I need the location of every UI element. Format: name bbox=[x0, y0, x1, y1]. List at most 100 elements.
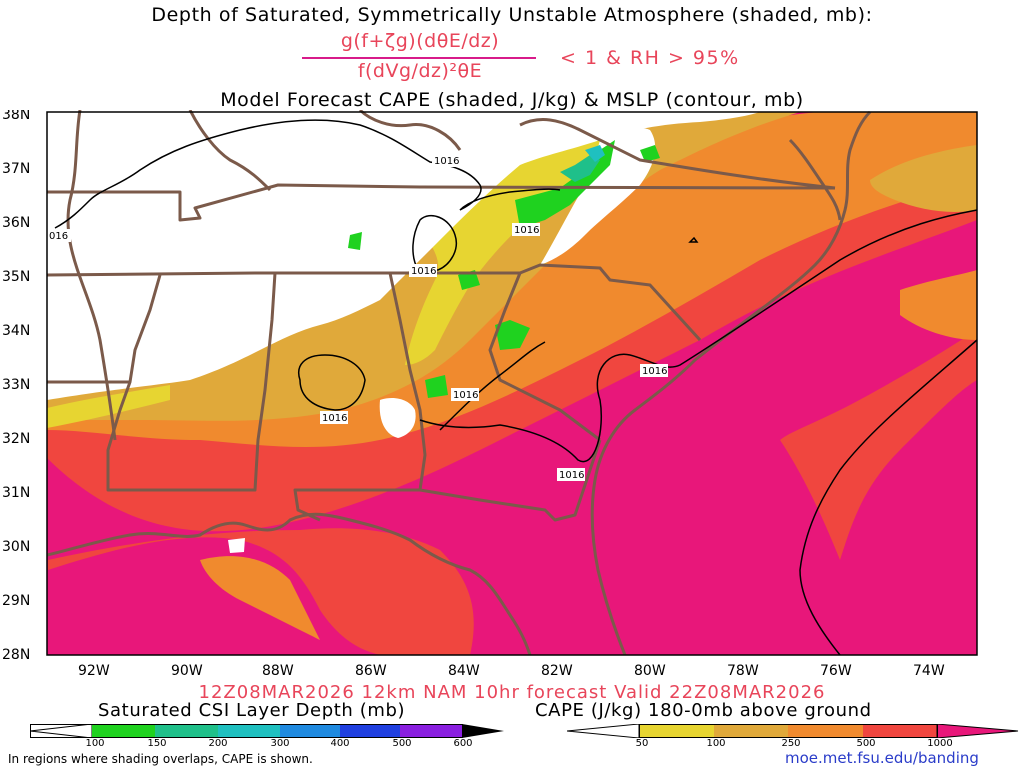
contour-label: 1016 bbox=[409, 264, 437, 277]
csi-patch-8 bbox=[458, 270, 480, 290]
lat-label: 32N bbox=[2, 431, 30, 447]
border-ga-sc bbox=[488, 272, 601, 442]
contour-label-text: 1016 bbox=[322, 413, 347, 424]
contour-label: 1016 bbox=[512, 223, 540, 236]
lon-label: 92W bbox=[78, 663, 110, 679]
border-al bbox=[293, 272, 427, 522]
csi-tick-label: 200 bbox=[208, 738, 228, 749]
border-wv bbox=[358, 110, 462, 151]
csi-swatch bbox=[92, 724, 155, 738]
fraction-bar bbox=[302, 57, 536, 59]
criteria-text: < 1 & RH > 95% bbox=[560, 47, 740, 69]
csi-patch-1 bbox=[515, 140, 615, 228]
csi-swatch-white bbox=[30, 724, 93, 738]
csi-tick-label: 500 bbox=[392, 738, 412, 749]
cape-legend-title: CAPE (J/kg) 180-0mb above ground bbox=[535, 700, 872, 721]
csi-swatch-black bbox=[462, 724, 504, 738]
cape-bar-outline bbox=[639, 724, 938, 738]
contour-label: 1016 bbox=[557, 468, 585, 481]
lat-label: 33N bbox=[2, 377, 30, 393]
contour-label: 1016 bbox=[451, 388, 479, 401]
csi-swatch bbox=[218, 724, 280, 738]
mslp-contours bbox=[54, 119, 978, 656]
no-cape-gulf-patch bbox=[228, 538, 245, 553]
lon-label: 80W bbox=[634, 663, 666, 679]
state-borders bbox=[46, 110, 872, 656]
mslp-contour-atlantic bbox=[799, 339, 978, 656]
lat-label: 30N bbox=[2, 539, 30, 555]
csi-swatch bbox=[280, 724, 340, 738]
chesapeake bbox=[788, 138, 842, 221]
lat-label: 35N bbox=[2, 269, 30, 285]
cape-swatch bbox=[863, 724, 937, 738]
cape-band-250-coast bbox=[200, 556, 320, 640]
cape-swatch bbox=[714, 724, 788, 738]
border-va bbox=[519, 118, 836, 190]
contour-label-text: 1016 bbox=[453, 390, 478, 401]
lon-label: 84W bbox=[448, 663, 480, 679]
contour-labels: 1016 016 1016 1016 1016 1016 1016 1016 bbox=[47, 154, 668, 481]
atlantic-coastline bbox=[590, 110, 872, 656]
cape-swatch bbox=[788, 724, 863, 738]
contour-label: 1016 bbox=[432, 154, 460, 167]
lon-label: 76W bbox=[820, 663, 852, 679]
csi-swatch bbox=[155, 724, 218, 738]
valid-time: 12Z08MAR2026 12km NAM 10hr forecast Vali… bbox=[198, 682, 826, 703]
cape-tick-label: 50 bbox=[635, 738, 649, 749]
csi-patch-5 bbox=[348, 232, 362, 250]
lon-label: 82W bbox=[541, 663, 573, 679]
lon-label: 88W bbox=[262, 663, 294, 679]
csi-tick-label: 100 bbox=[85, 738, 105, 749]
lat-label: 28N bbox=[2, 647, 30, 663]
csi-tick-label: 150 bbox=[147, 738, 167, 749]
csi-tick-label: 400 bbox=[330, 738, 350, 749]
mslp-contour-tn bbox=[412, 214, 457, 271]
mslp-contour-se bbox=[419, 209, 978, 463]
contour-label: 1016 bbox=[320, 411, 348, 424]
lon-axis: 92W 90W 88W 86W 84W 82W 80W 78W 76W 74W bbox=[78, 663, 945, 679]
no-cape-appalachia bbox=[540, 128, 656, 265]
csi-tick-label: 600 bbox=[453, 738, 473, 749]
cape-band-500-gulf bbox=[48, 528, 474, 655]
border-ga-fl bbox=[419, 439, 602, 522]
title-line3: Model Forecast CAPE (shaded, J/kg) & MSL… bbox=[220, 89, 804, 111]
cape-band-250-east bbox=[900, 270, 977, 340]
csi-swatch bbox=[340, 724, 400, 738]
lat-label: 31N bbox=[2, 485, 30, 501]
csi-tick-label: 300 bbox=[270, 738, 290, 749]
csi-patch-7 bbox=[425, 375, 448, 398]
lon-label: 86W bbox=[355, 663, 387, 679]
cape-band-50-west bbox=[47, 385, 170, 428]
contour-label-text: 016 bbox=[49, 231, 68, 242]
contour-label: 1016 bbox=[640, 364, 668, 377]
csi-legend-title: Saturated CSI Layer Depth (mb) bbox=[98, 700, 406, 721]
no-cape-nw bbox=[47, 112, 760, 400]
mslp-contour-ms bbox=[298, 354, 366, 411]
contour-label-text: 1016 bbox=[434, 156, 459, 167]
lat-label: 34N bbox=[2, 323, 30, 339]
csi-colorbar bbox=[30, 724, 504, 738]
contour-label: 016 bbox=[47, 229, 71, 242]
fraction-numerator: g(f+ζg)(dθE/dz) bbox=[340, 30, 500, 52]
cape-colorbar bbox=[567, 724, 1019, 738]
lat-label: 29N bbox=[2, 593, 30, 609]
source-url[interactable]: moe.met.fsu.edu/banding bbox=[785, 749, 979, 767]
contour-label-text: 1016 bbox=[411, 266, 436, 277]
border-ky-tn bbox=[47, 183, 836, 222]
cape-band-500-atlantic bbox=[780, 330, 977, 560]
csi-swatch bbox=[400, 724, 462, 738]
fraction-denominator: f(dVg/dz)²θE bbox=[357, 60, 483, 82]
contour-label-text: 1016 bbox=[642, 366, 667, 377]
csi-patch-4 bbox=[640, 145, 660, 162]
csi-patch-6 bbox=[495, 320, 530, 350]
csi-patch-3 bbox=[585, 145, 605, 162]
cape-tick-label: 100 bbox=[706, 738, 726, 749]
border-tn-ms-al-ga bbox=[46, 263, 702, 342]
lat-label: 38N bbox=[2, 110, 30, 123]
map-frame bbox=[46, 111, 978, 656]
cape-swatch-white bbox=[567, 724, 640, 738]
lon-label: 90W bbox=[171, 663, 203, 679]
cape-swatch bbox=[639, 724, 714, 738]
csi-bar-outline bbox=[30, 724, 463, 738]
lat-axis: 38N 37N 36N 35N 34N 33N 32N 31N 30N 29N … bbox=[2, 110, 30, 663]
